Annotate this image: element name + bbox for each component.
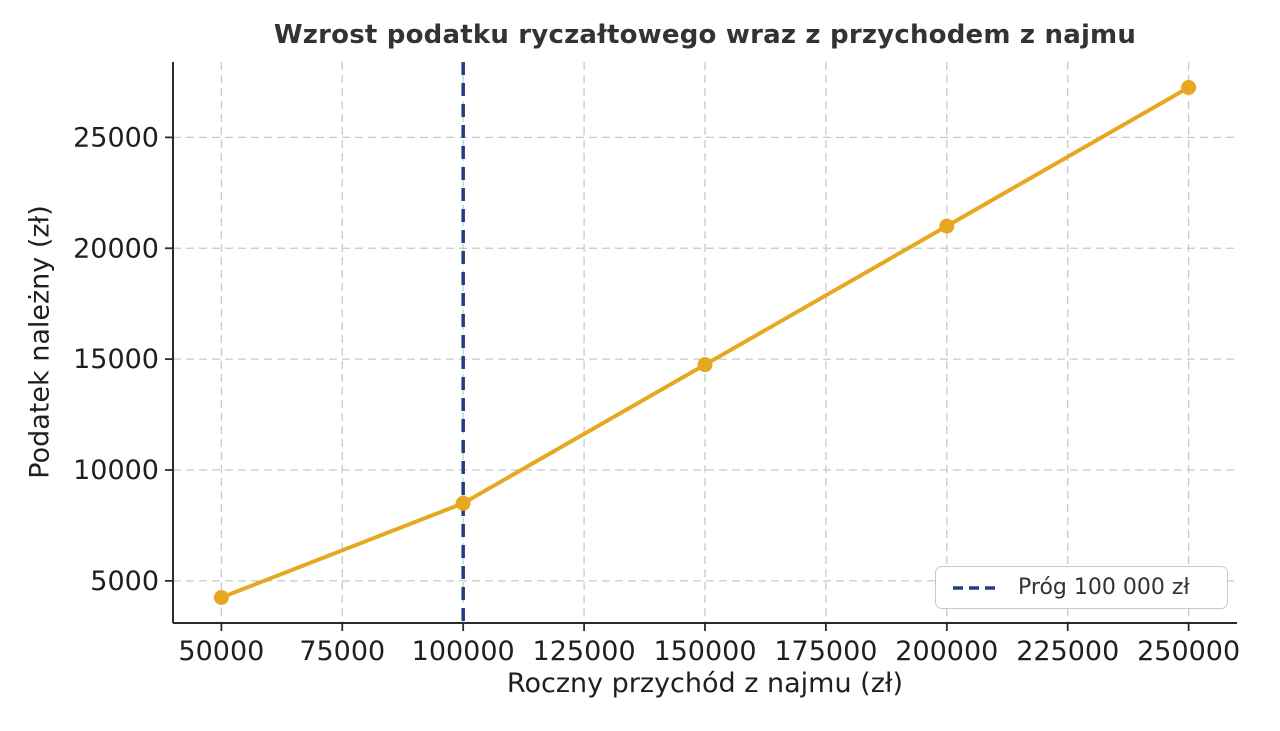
- y-tick-label: 25000: [73, 122, 159, 153]
- x-tick-label: 250000: [1137, 636, 1240, 667]
- x-tick-label: 225000: [1016, 636, 1119, 667]
- x-tick-label: 175000: [774, 636, 877, 667]
- x-tick-label: 200000: [895, 636, 998, 667]
- data-point-marker: [1181, 80, 1197, 95]
- y-tick-label: 15000: [73, 344, 159, 375]
- x-tick-label: 125000: [533, 636, 636, 667]
- data-point-marker: [939, 218, 955, 234]
- x-tick-label: 75000: [299, 636, 385, 667]
- y-tick-label: 5000: [90, 566, 159, 597]
- x-tick-label: 50000: [178, 636, 264, 667]
- y-tick-label: 10000: [73, 455, 159, 486]
- legend-label: Próg 100 000 zł: [1018, 575, 1190, 600]
- x-tick-label: 150000: [653, 636, 756, 667]
- chart-title: Wzrost podatku ryczałtowego wraz z przyc…: [273, 20, 1137, 50]
- data-point-marker: [697, 357, 713, 373]
- data-point-marker: [213, 590, 229, 605]
- y-tick-label: 20000: [73, 233, 159, 264]
- legend: Próg 100 000 zł: [935, 566, 1228, 609]
- data-point-marker: [455, 495, 471, 511]
- x-axis-label: Roczny przychód z najmu (zł): [506, 668, 904, 699]
- x-tick-label: 100000: [412, 636, 515, 667]
- legend-dashed-line-sample: [953, 585, 999, 590]
